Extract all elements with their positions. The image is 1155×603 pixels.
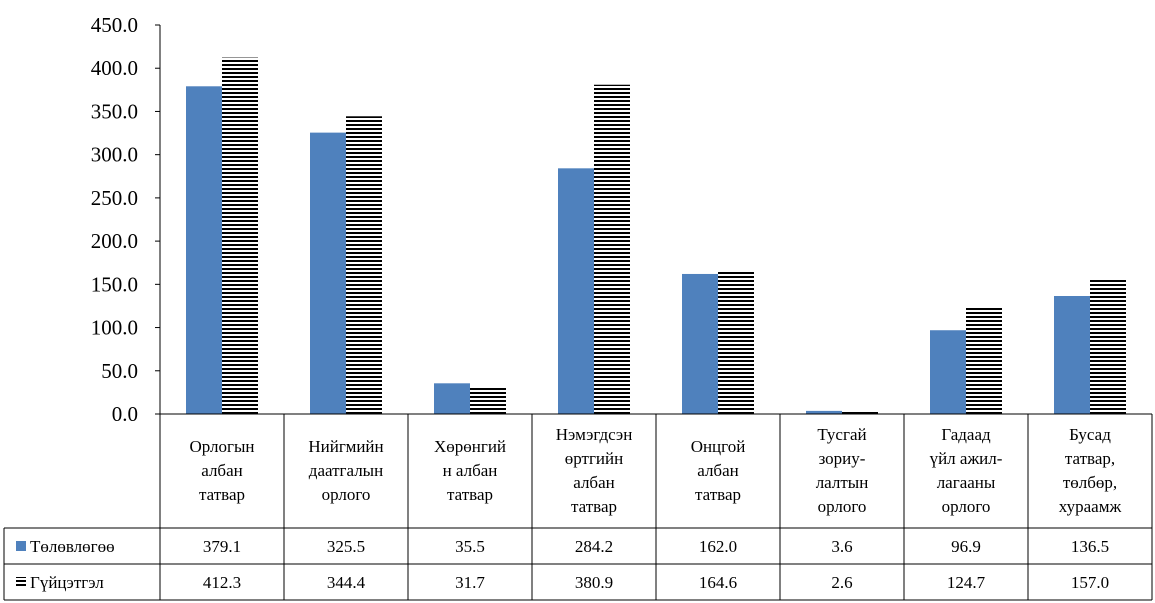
bar-actual-0 [222, 57, 258, 415]
y-tick-label: 100.0 [91, 316, 138, 340]
data-label: 325.5 [327, 537, 365, 556]
bar-plan-6 [930, 330, 966, 414]
bar-actual-4 [718, 271, 754, 414]
category-label: Онцгой албан татвар [691, 437, 746, 504]
data-label: 2.6 [831, 573, 852, 592]
data-label: 344.4 [327, 573, 366, 592]
y-tick-label: 300.0 [91, 143, 138, 167]
category-label: Нийгмийн даатгалын орлого [308, 437, 383, 504]
y-tick-label: 250.0 [91, 186, 138, 210]
bar-actual-1 [346, 116, 382, 414]
legend-key-plan [16, 541, 26, 551]
data-label: 136.5 [1071, 537, 1109, 556]
category-label: Хөрөнгий н албан татвар [434, 437, 506, 504]
category-label: Нэмэгдсэн өртгийн албан татвар [556, 425, 633, 516]
legend-label: Төлөвлөгөө [30, 537, 115, 556]
y-tick-label: 400.0 [91, 56, 138, 80]
category-label: Орлогын албан татвар [189, 437, 254, 504]
bar-plan-0 [186, 86, 222, 414]
data-label: 3.6 [831, 537, 852, 556]
data-label: 124.7 [947, 573, 986, 592]
data-label: 96.9 [951, 537, 981, 556]
y-tick-label: 350.0 [91, 99, 138, 123]
bar-actual-3 [594, 84, 630, 415]
y-tick-label: 200.0 [91, 229, 138, 253]
data-label: 31.7 [455, 573, 485, 592]
bar-plan-7 [1054, 296, 1090, 414]
data-label: 380.9 [575, 573, 613, 592]
bar-plan-4 [682, 273, 718, 414]
data-label: 412.3 [203, 573, 241, 592]
bar-plan-3 [558, 168, 594, 414]
data-label: 164.6 [699, 573, 737, 592]
y-tick-label: 150.0 [91, 272, 138, 296]
data-label: 157.0 [1071, 573, 1109, 592]
bar-actual-6 [966, 306, 1002, 414]
bar-actual-2 [470, 386, 506, 414]
bar-actual-7 [1090, 278, 1126, 414]
legend-label: Гүйцэтгэл [30, 573, 104, 592]
data-label: 379.1 [203, 537, 241, 556]
bar-actual-5 [842, 411, 878, 414]
bar-plan-5 [806, 410, 842, 414]
data-label: 162.0 [699, 537, 737, 556]
data-label: 284.2 [575, 537, 613, 556]
category-label: Тусгай зориу-лалтын орлого [816, 425, 869, 516]
y-tick-label: 0.0 [112, 402, 138, 426]
bar-plan-2 [434, 383, 470, 414]
data-label: 35.5 [455, 537, 485, 556]
legend-key-actual [16, 577, 26, 587]
y-tick-label: 450.0 [91, 13, 138, 37]
y-tick-label: 50.0 [101, 359, 138, 383]
category-label: Бусад татвар, төлбөр, хураамж [1059, 425, 1122, 516]
bar-plan-1 [310, 132, 346, 414]
category-label: Гадаад үйл ажил-лагааны орлого [930, 425, 1003, 516]
